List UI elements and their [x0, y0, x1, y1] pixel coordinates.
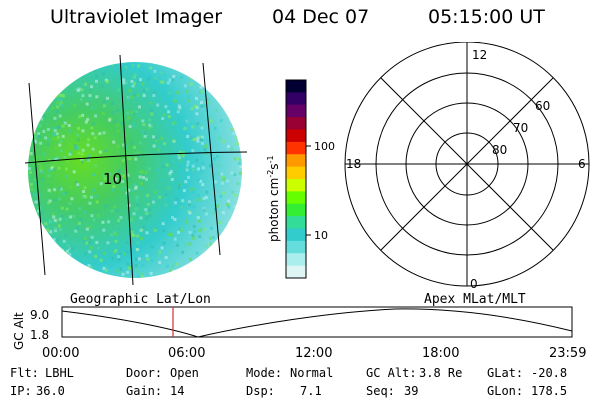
- colorbar-cell: [286, 191, 306, 205]
- colorbar-cell: [286, 166, 306, 180]
- altitude-plot: GC Alt 9.0 1.8 00:00 06:00 12:00 18:00 2…: [12, 306, 586, 361]
- globe-grid-label: 10: [103, 170, 122, 188]
- dsp-label: Dsp:: [246, 384, 275, 398]
- polar-plot: 12 18 6 0 60 70 80: [344, 42, 590, 291]
- x-tick-0600: 06:00: [168, 346, 205, 361]
- flt-label: Flt:: [10, 366, 39, 380]
- gain-label: Gain:: [126, 384, 163, 398]
- colorbar-cell: [286, 129, 306, 143]
- colorbar-cell: [286, 240, 306, 254]
- polar-label-18: 18: [346, 157, 361, 171]
- x-tick-1800: 18:00: [422, 346, 459, 361]
- date-label: 04 Dec 07: [272, 6, 370, 28]
- colorbar-cell: [286, 92, 306, 106]
- gc-alt-axis-title: GC Alt: [12, 312, 26, 350]
- y-tick-9: 9.0: [30, 308, 49, 322]
- polar-label-6: 6: [578, 157, 586, 171]
- colorbar-cell: [286, 154, 306, 168]
- colorbar-cell: [286, 265, 306, 279]
- colorbar-cell: [286, 179, 306, 192]
- colorbar-cells: [286, 80, 306, 279]
- x-tick-1200: 12:00: [295, 346, 332, 361]
- colorbar-tick-100: 100: [314, 140, 335, 153]
- gain-value: 14: [170, 384, 185, 398]
- colorbar-cell: [286, 104, 306, 118]
- glon-value: 178.5: [531, 384, 568, 398]
- colorbar-tick-10: 10: [314, 229, 328, 242]
- time-label: 05:15:00 UT: [428, 6, 545, 28]
- polar-ring-label-80: 80: [492, 143, 507, 157]
- polar-ring-label-70: 70: [513, 121, 528, 135]
- colorbar-cell: [286, 141, 306, 155]
- y-tick-1-8: 1.8: [30, 328, 49, 342]
- instrument-title: Ultraviolet Imager: [50, 6, 223, 28]
- apex-label: Apex MLat/MLT: [424, 292, 526, 307]
- ip-value: 36.0: [36, 384, 65, 398]
- polar-label-12: 12: [472, 48, 487, 62]
- colorbar-unit: photon cm-2s-1: [266, 155, 281, 242]
- door-label: Door:: [126, 366, 163, 380]
- colorbar-cell: [286, 117, 306, 130]
- colorbar-cell: [286, 228, 306, 242]
- colorbar-cell: [286, 216, 306, 229]
- glat-value: -20.8: [531, 366, 568, 380]
- geo-label: Geographic Lat/Lon: [70, 292, 211, 307]
- colorbar: 100 10 photon cm-2s-1: [266, 79, 335, 279]
- door-value: Open: [170, 366, 199, 380]
- x-tick-2359: 23:59: [549, 346, 586, 361]
- ip-label: IP:: [10, 384, 32, 398]
- gcalt-label: GC Alt:: [366, 366, 417, 380]
- x-tick-0000: 00:00: [42, 346, 79, 361]
- mode-value: Normal: [290, 366, 334, 380]
- mode-label: Mode:: [246, 366, 283, 380]
- dsp-value: 7.1: [300, 384, 322, 398]
- globe-grid: [24, 55, 248, 285]
- glon-label: GLon:: [487, 384, 524, 398]
- flt-value: LBHL: [45, 366, 74, 380]
- colorbar-cell: [286, 253, 306, 267]
- glat-label: GLat:: [487, 366, 524, 380]
- seq-label: Seq:: [366, 384, 395, 398]
- colorbar-cell: [286, 203, 306, 217]
- polar-label-0: 0: [470, 277, 478, 291]
- seq-value: 39: [404, 384, 419, 398]
- polar-ring-label-60: 60: [535, 99, 550, 113]
- gcalt-value: 3.8 Re: [419, 366, 463, 380]
- globe-image: 10: [24, 55, 248, 285]
- altitude-curve: [61, 308, 573, 338]
- colorbar-cell: [286, 80, 306, 93]
